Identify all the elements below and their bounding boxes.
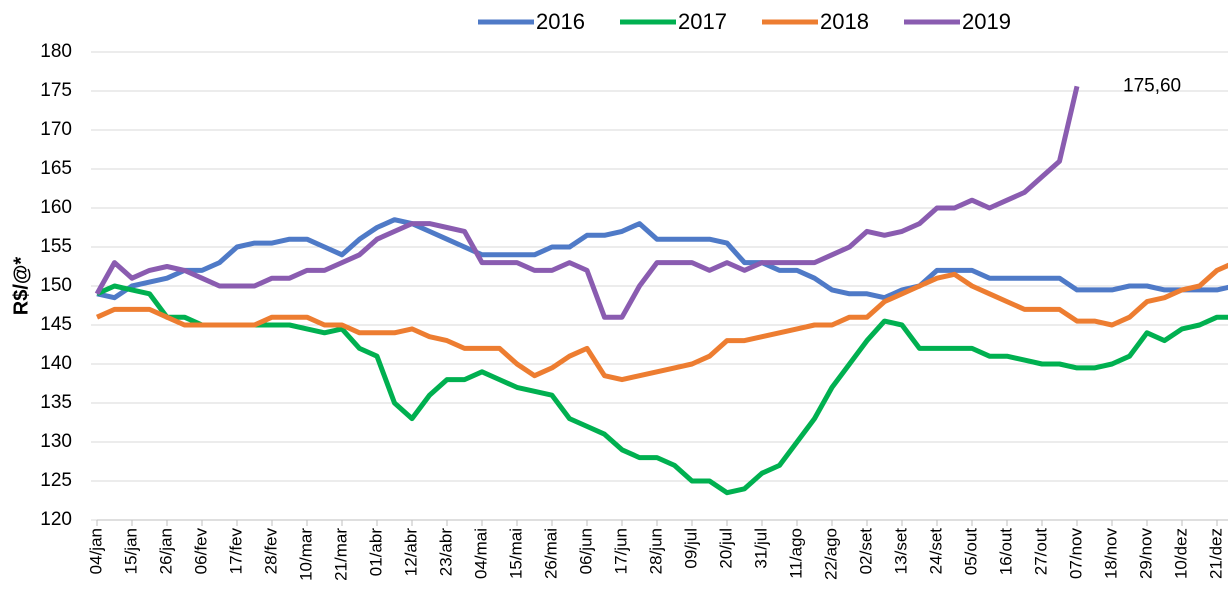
x-tick-label: 23/abr — [436, 528, 455, 577]
x-tick-label: 17/jun — [611, 528, 630, 574]
legend-label: 2017 — [678, 9, 727, 34]
x-tick-label: 15/mai — [506, 528, 525, 579]
x-tick-label: 13/set — [891, 528, 910, 575]
y-tick-label: 180 — [40, 41, 72, 62]
x-tick-label: 15/jan — [121, 528, 140, 574]
x-tick-label: 21/mar — [331, 528, 350, 581]
series-line — [96, 217, 1228, 301]
x-tick-label: 04/jan — [86, 528, 105, 574]
y-tick-label: 135 — [40, 392, 72, 413]
legend-label: 2016 — [536, 9, 585, 34]
x-tick-label: 26/jan — [156, 528, 175, 574]
y-tick-label: 175 — [40, 80, 72, 101]
y-tick-label: 160 — [40, 197, 72, 218]
x-tick-label: 10/dez — [1171, 528, 1190, 579]
x-tick-label: 28/jun — [646, 528, 665, 574]
x-tick-label: 02/set — [856, 528, 875, 575]
x-tick-label: 17/fev — [226, 528, 245, 575]
y-tick-label: 130 — [40, 431, 72, 452]
legend-label: 2019 — [962, 9, 1011, 34]
y-tick-label: 165 — [40, 158, 72, 179]
legend-label: 2018 — [820, 9, 869, 34]
x-tick-label: 27/out — [1031, 528, 1050, 576]
x-tick-label: 31/jul — [751, 528, 770, 569]
x-tick-label: 07/nov — [1066, 528, 1085, 580]
x-tick-label: 16/out — [996, 528, 1015, 576]
series-line — [95, 262, 1228, 383]
x-tick-label: 05/out — [961, 528, 980, 576]
x-tick-label: 18/nov — [1101, 528, 1120, 580]
y-tick-label: 170 — [40, 119, 72, 140]
x-tick-label: 01/abr — [366, 528, 385, 577]
y-tick-label: 140 — [40, 353, 72, 374]
x-tick-label: 06/jun — [576, 528, 595, 574]
x-tick-label: 24/set — [926, 528, 945, 575]
y-tick-label: 150 — [40, 275, 72, 296]
y-tick-label: 125 — [40, 470, 72, 491]
x-tick-label: 09/jul — [681, 528, 700, 569]
x-tick-label: 12/abr — [401, 528, 420, 577]
y-axis-label: R$/@* — [10, 257, 32, 316]
series-line — [95, 283, 1228, 496]
x-tick-label: 26/mai — [541, 528, 560, 579]
x-tick-label: 10/mar — [296, 528, 315, 581]
x-tick-label: 11/ago — [786, 528, 805, 579]
y-tick-label: 155 — [40, 236, 72, 257]
x-tick-label: 21/dez — [1206, 528, 1225, 579]
y-tick-label: 145 — [40, 314, 72, 335]
x-tick-label: 28/fev — [261, 528, 280, 575]
y-tick-label: 120 — [40, 509, 72, 530]
x-tick-label: 04/mai — [471, 528, 490, 579]
data-label: 175,60 — [1123, 75, 1181, 96]
x-tick-label: 29/nov — [1136, 528, 1155, 580]
series-line — [94, 85, 1080, 320]
x-tick-label: 20/jul — [716, 528, 735, 569]
x-tick-label: 22/ago — [821, 528, 840, 580]
x-tick-label: 06/fev — [191, 528, 210, 575]
